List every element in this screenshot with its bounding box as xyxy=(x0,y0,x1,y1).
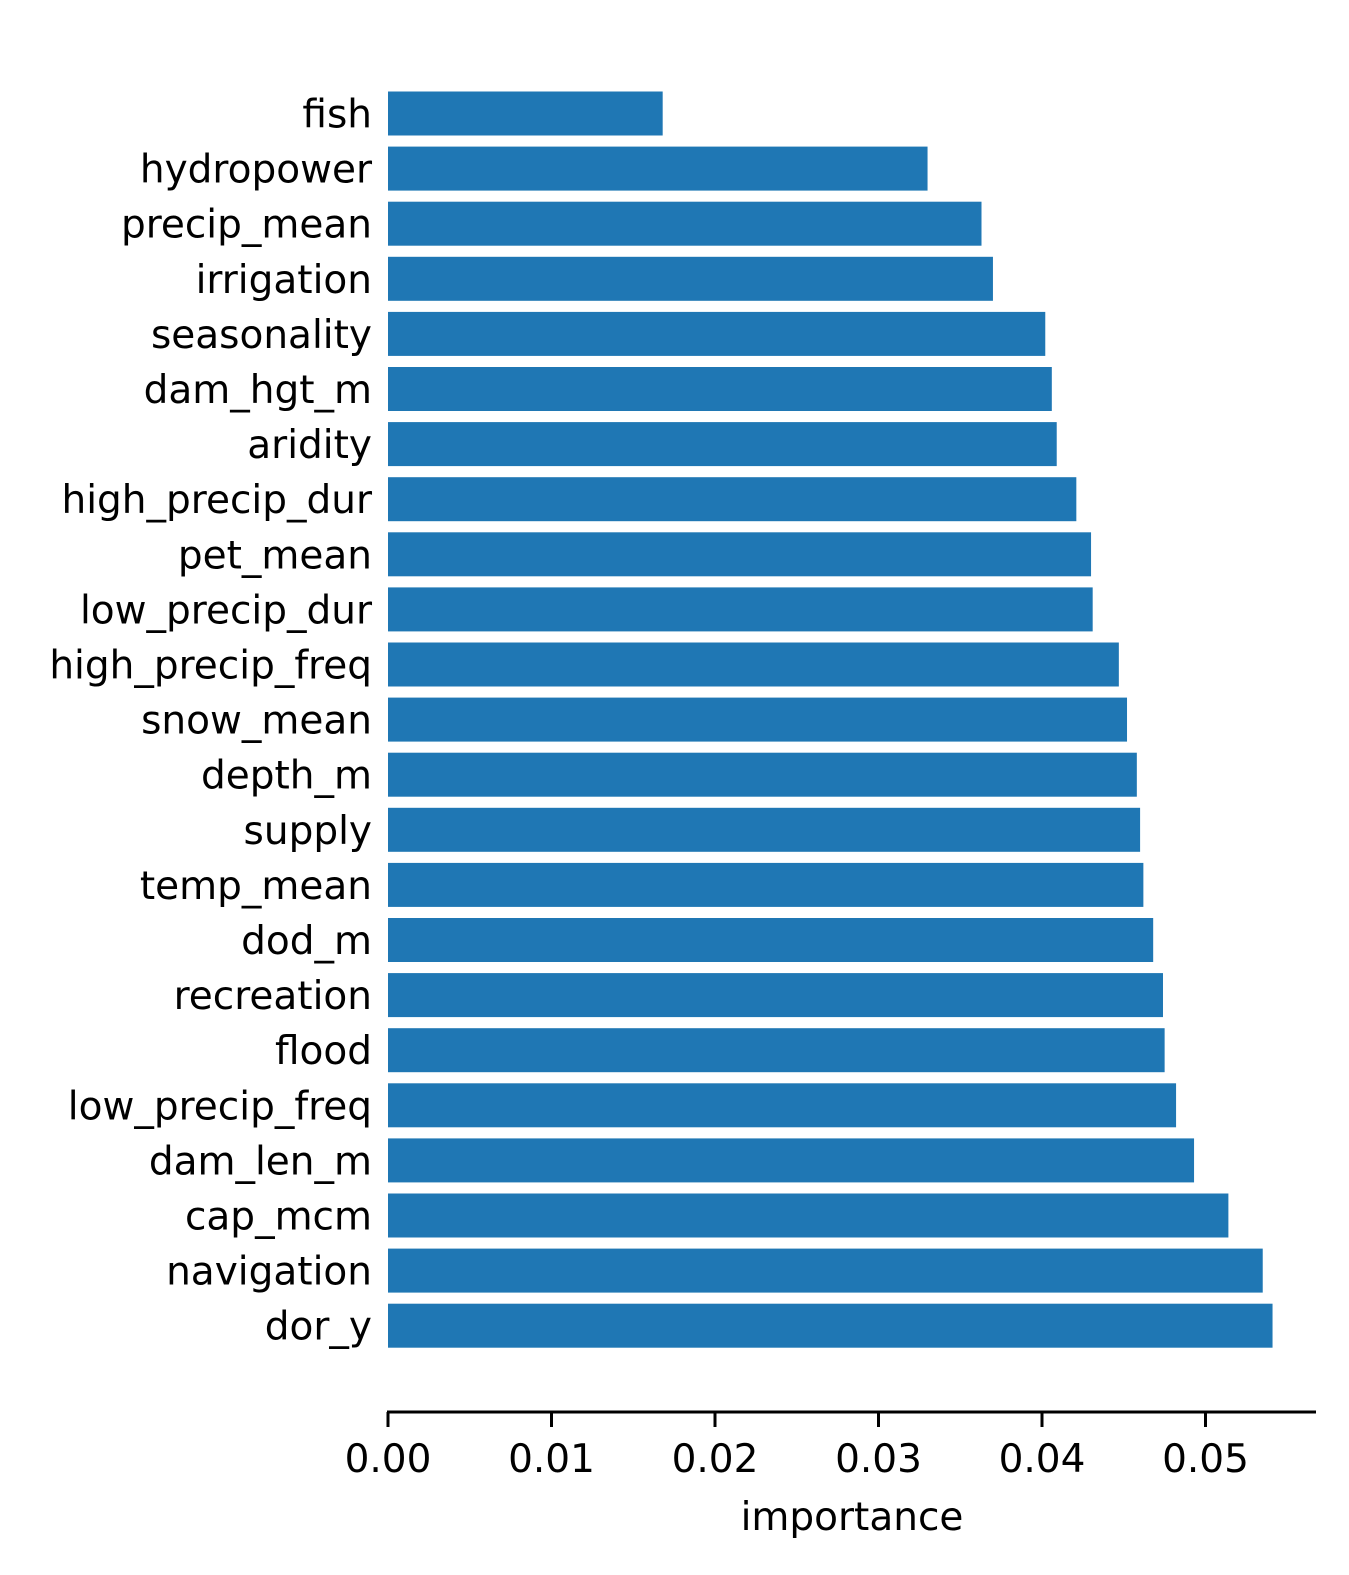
y-tick-label: fish xyxy=(302,93,372,138)
bar-high-precip-freq xyxy=(388,642,1119,687)
bar-temp-mean xyxy=(388,862,1144,907)
x-tick-label: 0.00 xyxy=(345,1437,432,1482)
bar-hydropower xyxy=(388,146,928,191)
y-tick-label: low_precip_freq xyxy=(68,1084,372,1129)
y-tick-label: navigation xyxy=(166,1250,372,1295)
bar-precip-mean xyxy=(388,201,982,246)
y-tick-label: dam_hgt_m xyxy=(144,368,372,413)
y-tick-label: irrigation xyxy=(196,258,372,303)
bar-snow-mean xyxy=(388,697,1128,742)
bar-irrigation xyxy=(388,256,993,301)
y-tick-labels: fish hydropower precip_mean irrigation seaso… xyxy=(49,93,373,1350)
y-tick-label: high_precip_freq xyxy=(49,644,372,689)
x-tick-label: 0.03 xyxy=(835,1437,922,1482)
bar-depth-m xyxy=(388,752,1137,797)
y-tick-label: high_precip_dur xyxy=(62,478,373,523)
x-tick-label: 0.05 xyxy=(1162,1437,1249,1482)
y-tick-label: pet_mean xyxy=(178,533,372,578)
bar-recreation xyxy=(388,973,1163,1018)
bar-supply xyxy=(388,807,1141,852)
x-axis-label: importance xyxy=(741,1495,964,1540)
y-tick-label: snow_mean xyxy=(141,699,372,744)
y-tick-label: recreation xyxy=(174,974,372,1019)
bar-low-precip-dur xyxy=(388,587,1093,632)
y-tick-label: flood xyxy=(275,1029,372,1074)
x-tick-label: 0.01 xyxy=(508,1437,595,1482)
bars-layer xyxy=(388,91,1273,1348)
bar-pet-mean xyxy=(388,532,1092,577)
y-tick-label: cap_mcm xyxy=(185,1195,372,1240)
y-tick-label: dod_m xyxy=(241,919,372,964)
bar-navigation xyxy=(388,1248,1263,1293)
bar-dam-len-m xyxy=(388,1138,1195,1183)
y-tick-label: precip_mean xyxy=(121,203,372,248)
bar-seasonality xyxy=(388,311,1046,356)
y-tick-label: supply xyxy=(244,809,372,854)
bar-dor-y xyxy=(388,1303,1273,1348)
bar-aridity xyxy=(388,422,1057,467)
y-tick-label: depth_m xyxy=(201,754,372,799)
y-tick-label: temp_mean xyxy=(140,864,372,909)
y-tick-label: dor_y xyxy=(265,1305,372,1350)
bar-low-precip-freq xyxy=(388,1083,1177,1128)
y-tick-label: low_precip_dur xyxy=(80,588,373,633)
y-tick-label: hydropower xyxy=(140,148,373,193)
x-axis: 0.00 0.01 0.02 0.03 0.04 0.05 xyxy=(345,1410,1316,1482)
x-tick-label: 0.02 xyxy=(672,1437,759,1482)
bar-high-precip-dur xyxy=(388,477,1077,522)
y-tick-label: seasonality xyxy=(151,313,372,358)
y-tick-label: dam_len_m xyxy=(149,1139,372,1184)
bar-flood xyxy=(388,1028,1165,1073)
bar-fish xyxy=(388,91,663,136)
bar-dod-m xyxy=(388,918,1154,962)
y-tick-label: aridity xyxy=(247,423,372,468)
bar-dam-hgt-m xyxy=(388,367,1052,411)
x-tick-label: 0.04 xyxy=(999,1437,1086,1482)
bar-cap-mcm xyxy=(388,1193,1229,1238)
